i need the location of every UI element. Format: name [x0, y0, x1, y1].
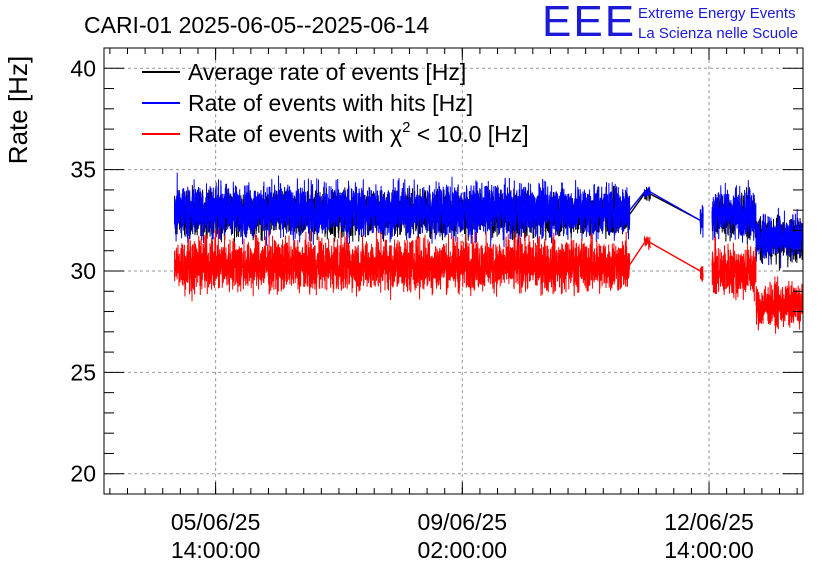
- series-line-segment: [711, 236, 757, 302]
- y-tick-label: 20: [70, 461, 96, 487]
- series-bridge: [649, 191, 701, 221]
- series-line-segment: [699, 204, 704, 238]
- series-line-segment: [755, 276, 803, 334]
- series-2: [174, 229, 803, 334]
- y-tick-label: 40: [70, 55, 96, 81]
- chart-title: CARI-01 2025-06-05--2025-06-14: [84, 12, 429, 38]
- series-layer: [174, 172, 803, 334]
- series-bridge: [629, 191, 645, 211]
- series-line-segment: [643, 186, 651, 198]
- x-tick-label-date: 05/06/25: [171, 509, 261, 535]
- y-tick-label: 30: [70, 258, 96, 284]
- x-tick-label-date: 09/06/25: [418, 509, 508, 535]
- x-tick-label-time: 14:00:00: [171, 537, 261, 563]
- legend-entry: Rate of events with χ2 < 10.0 [Hz]: [188, 119, 529, 147]
- axes: 202530354005/06/2514:00:0009/06/2502:00:…: [70, 47, 803, 563]
- series-line-segment: [643, 236, 651, 251]
- series-1: [174, 172, 803, 269]
- series-line-segment: [699, 266, 704, 282]
- eee-logo: EEE: [542, 0, 637, 46]
- x-tick-label-date: 12/06/25: [664, 509, 754, 535]
- legend: Average rate of events [Hz] Rate of event…: [142, 59, 529, 147]
- series-bridge: [629, 242, 645, 266]
- series-bridge: [649, 242, 701, 272]
- series-line-segment: [711, 180, 757, 243]
- logo-line-1: Extreme Energy Events: [638, 5, 796, 22]
- y-tick-label: 35: [70, 157, 96, 183]
- legend-entry: Average rate of events [Hz]: [188, 59, 466, 85]
- x-tick-label-time: 02:00:00: [418, 537, 508, 563]
- legend-entry: Rate of events with hits [Hz]: [188, 90, 473, 116]
- series-line-segment: [174, 172, 631, 248]
- y-axis-label: Rate [Hz]: [3, 56, 33, 164]
- y-tick-label: 25: [70, 359, 96, 385]
- logo-line-2: La Scienza nelle Scuole: [638, 25, 799, 42]
- series-bridge: [629, 193, 645, 215]
- x-tick-label-time: 14:00:00: [664, 537, 754, 563]
- series-line-segment: [755, 207, 803, 269]
- series-line-segment: [174, 229, 631, 302]
